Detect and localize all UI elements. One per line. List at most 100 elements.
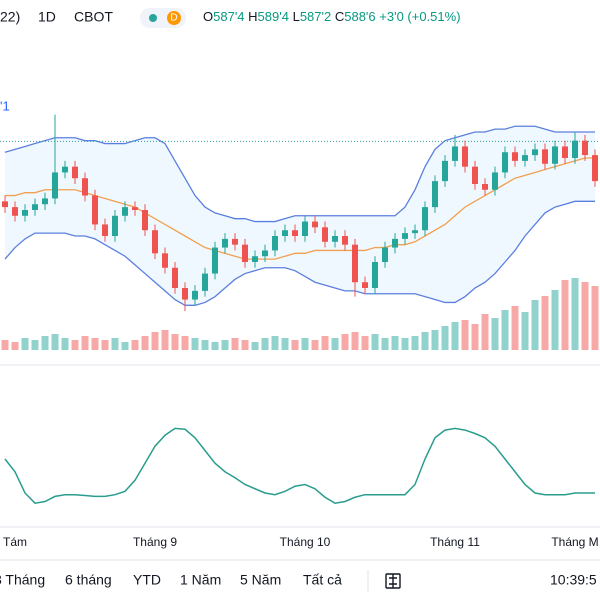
band-lower [4, 200, 595, 306]
x-tick-label: Tháng M [551, 535, 598, 549]
volume-bar [251, 342, 259, 350]
candle-body [482, 184, 488, 190]
ohlc-value: 589'4 [258, 9, 289, 24]
volume-bar [451, 322, 459, 350]
volume-bar [491, 318, 499, 350]
candle-body [202, 273, 208, 291]
candle-body [582, 140, 588, 156]
volume-bar [481, 314, 489, 350]
candle-body [492, 172, 498, 190]
candle-body [552, 146, 558, 164]
candle-body [362, 282, 368, 288]
volume-bar [181, 336, 189, 350]
candle-body [462, 146, 468, 167]
range-button[interactable]: YTD [133, 572, 161, 588]
candle-body [432, 181, 438, 208]
volume-bar [151, 332, 159, 350]
range-button[interactable]: 5 Năm [240, 572, 281, 588]
candle-body [102, 224, 108, 236]
volume-bar [11, 342, 19, 350]
candle-body [272, 236, 278, 251]
band-upper [4, 125, 595, 223]
volume-bar [571, 278, 579, 350]
volume-bar [281, 338, 289, 350]
x-tick-label: Tám [3, 535, 27, 549]
ohlc: O587'4 H589'4 L587'2 C588'6 +3'0 (+0.51%… [203, 9, 461, 24]
candle-body [312, 221, 318, 228]
interval: 1D [38, 9, 56, 25]
candle-body [472, 166, 478, 184]
volume-bar [411, 336, 419, 350]
candle-body [322, 227, 328, 242]
candle-body [112, 215, 118, 236]
volume-bar [551, 290, 559, 350]
ohlc-value: 588'6 [344, 9, 375, 24]
range-button[interactable]: 3 Tháng [0, 572, 45, 588]
change: +3'0 (+0.51%) [379, 9, 460, 24]
ohlc-key: O [203, 9, 213, 24]
volume-bar [501, 310, 509, 350]
candle-body [32, 204, 38, 210]
volume-bar [31, 340, 39, 350]
volume-bar [171, 334, 179, 350]
candle-body [592, 155, 598, 182]
x-tick-label: Tháng 9 [133, 535, 177, 549]
market-open-dot [149, 14, 157, 22]
candle-body [572, 140, 578, 158]
volume-bar [461, 320, 469, 350]
range-button[interactable]: 6 tháng [65, 572, 112, 588]
volume-bar [111, 338, 119, 350]
range-button[interactable]: Tất cả [303, 572, 342, 588]
volume-bar [341, 334, 349, 350]
candle-body [332, 236, 338, 242]
candle-body [12, 207, 18, 216]
candle-body [532, 149, 538, 156]
volume-bar [511, 306, 519, 350]
volume-bar [81, 336, 89, 350]
ohlc-key: H [248, 9, 257, 24]
volume-bar [191, 338, 199, 350]
volume-bar [521, 312, 529, 350]
x-tick-label: Tháng 10 [280, 535, 331, 549]
oscillator-line [4, 427, 595, 505]
volume-bar [51, 334, 59, 350]
volume-bar [271, 336, 279, 350]
x-tick-label: Tháng 11 [430, 535, 480, 549]
study-label: 22) [0, 9, 20, 25]
icon-glyph [389, 574, 397, 588]
candle-body [92, 195, 98, 225]
legend-fragment: '1 [0, 98, 10, 113]
volume-bar [41, 336, 49, 350]
volume-bar [331, 338, 339, 350]
volume-bar [241, 340, 249, 350]
candle-body [212, 247, 218, 274]
ohlc-value: 587'2 [300, 9, 331, 24]
candle-body [62, 166, 68, 173]
candle-body [122, 207, 128, 216]
candle-body [342, 236, 348, 245]
candle-body [82, 178, 88, 196]
range-button[interactable]: 1 Năm [180, 572, 221, 588]
volume-bar [421, 332, 429, 350]
candle-body [192, 290, 198, 300]
candle-body [502, 152, 508, 173]
candle-body [152, 230, 158, 254]
candle-body [162, 253, 168, 268]
delay-badge [167, 11, 181, 25]
badge-text: D [170, 13, 177, 24]
volume-bar [371, 334, 379, 350]
candle-body [132, 207, 138, 210]
volume-bar [441, 326, 449, 350]
volume-bar [401, 338, 409, 350]
compare-icon[interactable] [385, 573, 401, 589]
volume-bar [71, 340, 79, 350]
candle-body [42, 198, 48, 205]
candle-body [512, 152, 518, 161]
volume-bar [101, 340, 109, 350]
candle-body [2, 201, 8, 208]
plot: Tám Tháng 9 Tháng 10 Tháng 11 Tháng M [0, 114, 600, 549]
candle-body [372, 262, 378, 288]
volume-bar [391, 336, 399, 350]
volume-bar [231, 338, 239, 350]
